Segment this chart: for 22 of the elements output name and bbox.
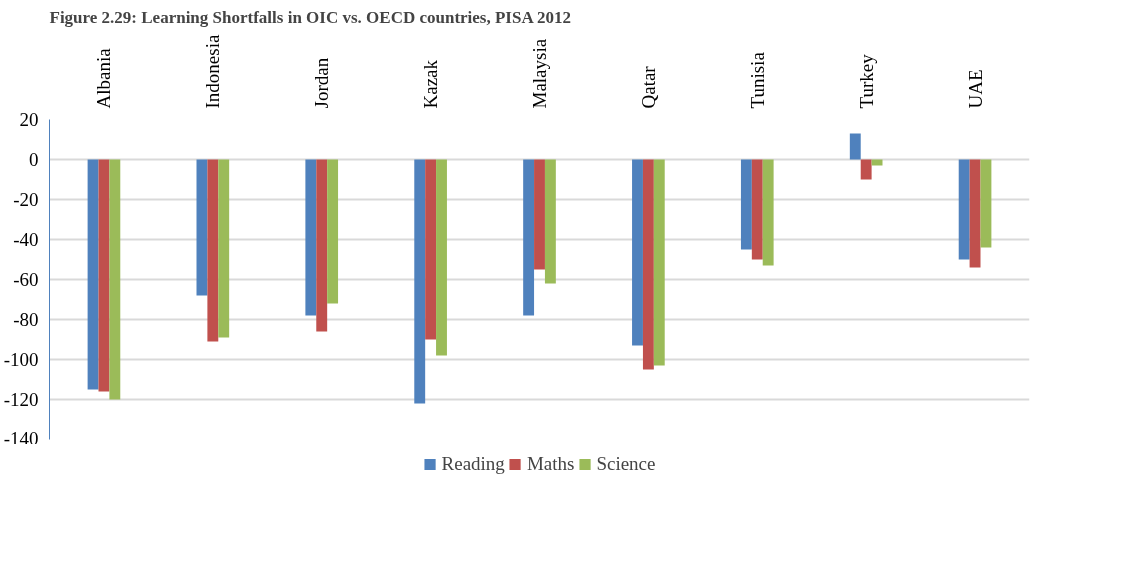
x-tick-label: Kazak [420,59,442,109]
y-tick-label: -100 [3,349,39,370]
y-tick-label: -60 [13,269,39,290]
y-tick-label: -20 [13,189,39,210]
y-tick-label: -120 [3,389,39,410]
y-tick-label: -40 [13,229,39,250]
x-tick-label: UAE [964,69,986,109]
y-tick-label: 0 [29,149,39,170]
x-tick-label: Qatar [637,65,659,109]
y-tick-label: -80 [13,309,39,330]
y-tick-label: 20 [19,109,39,130]
legend-label: Science [596,453,656,475]
x-tick-label: Albania [93,47,115,109]
legend-label: Maths [526,453,575,475]
x-tick-label: Turkey [855,53,877,109]
x-tick-label: Jordan [311,57,333,109]
x-tick-label: Tunisia [746,51,768,109]
x-tick-label: Indonesia [202,34,224,109]
y-tick-label: -140 [3,427,39,449]
chart-title: Figure 2.29: Learning Shortfalls in OIC vs. OECD countries, PISA 2012 [49,7,572,27]
legend-label: Reading [441,453,505,475]
x-tick-label: Malaysia [529,38,550,109]
